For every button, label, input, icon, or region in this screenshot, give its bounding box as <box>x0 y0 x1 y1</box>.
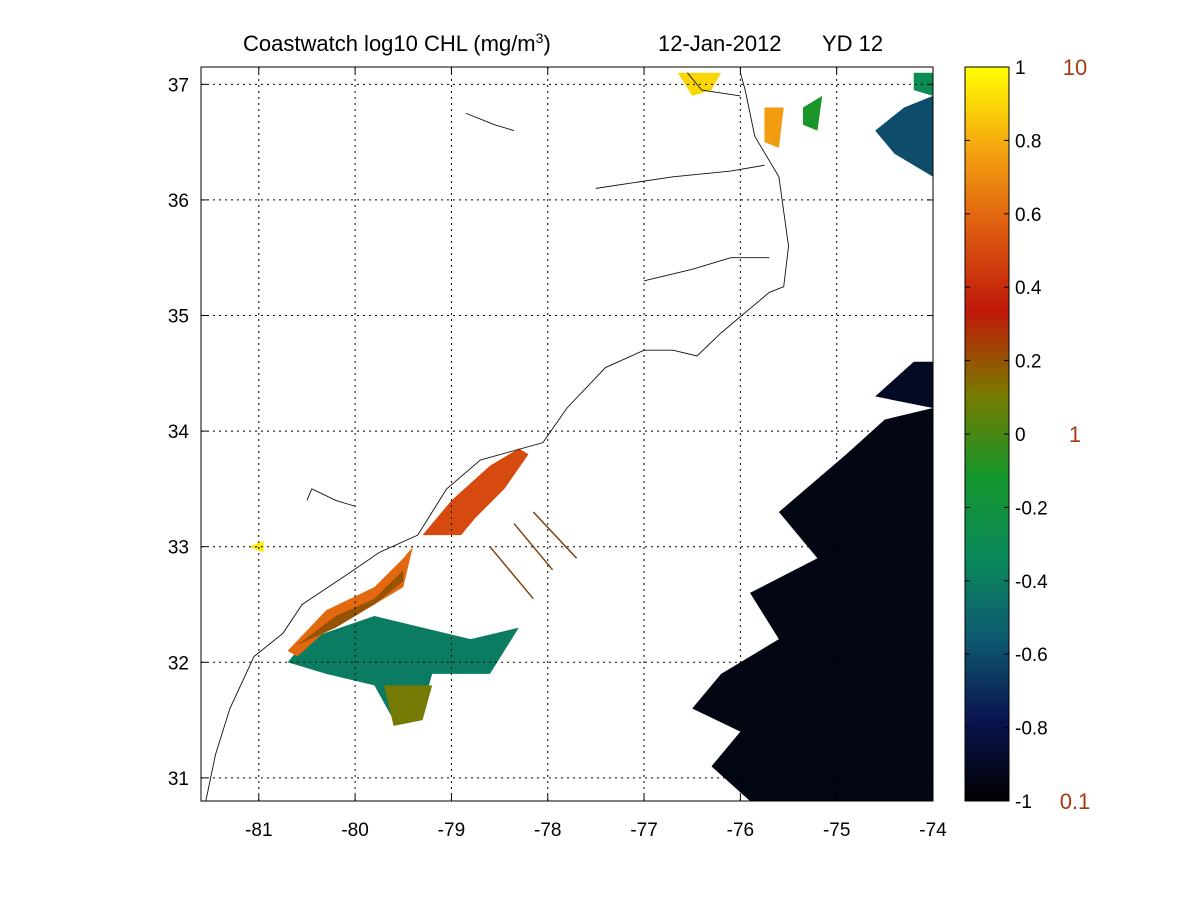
colorbar-tick-label: -0.8 <box>1015 719 1048 740</box>
lat-tick-label: 32 <box>168 653 189 674</box>
coastline <box>205 72 789 801</box>
coastline-segment <box>687 72 741 97</box>
chlorophyll-layer <box>249 72 933 801</box>
lat-tick-label: 33 <box>168 538 189 559</box>
coastline-segment <box>465 112 515 132</box>
lon-axis: -81 -80 -79 -78 -77 -76 -75 -74 <box>245 67 947 841</box>
lat-tick-label: 34 <box>168 422 190 443</box>
colorbar-tick-label: 0.2 <box>1015 352 1041 373</box>
colorbar-ticks: 1 0.8 0.6 0.4 0.2 0 -0.2 -0.4 -0.6 -0.8 -1 <box>965 58 1048 813</box>
lat-tick-label: 35 <box>168 307 189 328</box>
lon-tick-label: -74 <box>919 820 947 841</box>
lon-tick-label: -80 <box>341 820 368 841</box>
lon-tick-label: -81 <box>245 820 272 841</box>
colorbar-tick-label: 0 <box>1015 425 1026 446</box>
chart-title: Coastwatch log10 CHL (mg/m3) <box>243 30 551 56</box>
chl-patch-ne <box>875 95 933 177</box>
chart-yearday: YD 12 <box>822 31 883 56</box>
colorbar-tick-label: 0.4 <box>1015 278 1042 299</box>
ship-tracks <box>489 511 578 600</box>
colorbar-reference-labels: 10 1 0.1 <box>1060 55 1091 814</box>
lon-tick-label: -77 <box>630 820 657 841</box>
lon-tick-label: -79 <box>438 820 465 841</box>
chl-patch-sound <box>764 107 784 148</box>
map-panel: -81 -80 -79 -78 -77 -76 -75 -74 31 32 33 34 35 36 37 <box>168 66 947 841</box>
chl-patch-offshore <box>692 407 933 801</box>
chl-patch-long-bay <box>422 448 529 536</box>
colorbar-tick-label: -1 <box>1015 792 1032 813</box>
lat-tick-label: 37 <box>168 75 189 96</box>
coastline-segment <box>643 257 770 282</box>
lat-tick-label: 31 <box>168 769 189 790</box>
colorbar-tick-label: 1 <box>1015 58 1026 79</box>
ship-track <box>513 523 554 571</box>
chl-patch-red-south <box>384 685 433 726</box>
colorbar-tick-label: -0.4 <box>1015 572 1048 593</box>
lon-tick-label: -75 <box>823 820 850 841</box>
chl-patch-georgia-bight <box>287 616 519 721</box>
lon-tick-label: -76 <box>727 820 754 841</box>
coastline-segment <box>306 488 356 507</box>
colorbar-reference-label: 1 <box>1069 422 1081 447</box>
chart-date: 12-Jan-2012 <box>658 31 782 56</box>
lat-tick-label: 36 <box>168 191 189 212</box>
coastline-segment <box>595 164 765 189</box>
lon-tick-label: -78 <box>534 820 561 841</box>
chl-patch-offshore-small <box>875 361 933 408</box>
colorbar-tick-label: -0.6 <box>1015 645 1048 666</box>
colorbar-gradient <box>965 67 1009 801</box>
coastline-segment <box>205 72 789 801</box>
chl-patch-ne-green <box>913 72 933 96</box>
colorbar-reference-label: 0.1 <box>1060 789 1091 814</box>
ship-track <box>489 546 534 600</box>
map-frame <box>200 66 934 802</box>
chl-patch-sc-red <box>297 569 404 645</box>
colorbar-reference-label: 10 <box>1063 55 1087 80</box>
colorbar-tick-label: -0.2 <box>1015 498 1048 519</box>
colorbar-tick-label: 0.6 <box>1015 205 1041 226</box>
ship-track <box>532 511 578 559</box>
lat-axis: 31 32 33 34 35 36 37 <box>168 75 933 790</box>
colorbar: 1 0.8 0.6 0.4 0.2 0 -0.2 -0.4 -0.6 -0.8 -1 10 1 0.1 <box>964 55 1091 814</box>
colorbar-tick-label: 0.8 <box>1015 131 1041 152</box>
chl-patch-green-ne <box>802 95 823 131</box>
